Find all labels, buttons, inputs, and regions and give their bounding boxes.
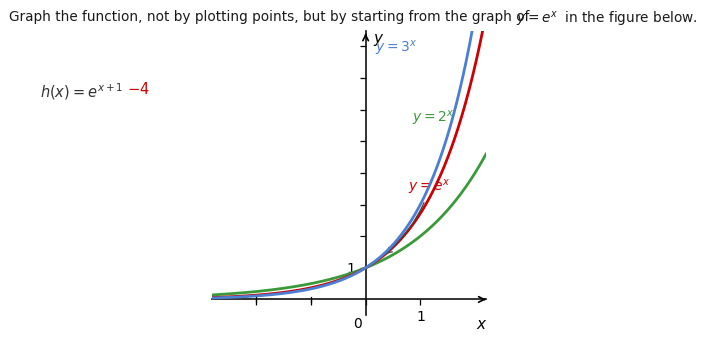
Text: $y$: $y$ [373, 32, 384, 48]
Text: $y = 2^x$: $y = 2^x$ [412, 109, 454, 128]
Text: Graph the function, not by plotting points, but by starting from the graph of: Graph the function, not by plotting poin… [9, 10, 538, 24]
Text: $- 4$: $- 4$ [127, 81, 150, 97]
Text: $x$: $x$ [476, 317, 487, 332]
Text: $y = 3^x$: $y = 3^x$ [375, 39, 418, 58]
Text: $y = e^x$  in the figure below.: $y = e^x$ in the figure below. [516, 10, 698, 29]
Text: $0$: $0$ [353, 317, 363, 331]
Text: $y = e^x$: $y = e^x$ [387, 178, 451, 253]
Text: $h(x) = e^{x + 1}$: $h(x) = e^{x + 1}$ [40, 81, 122, 102]
